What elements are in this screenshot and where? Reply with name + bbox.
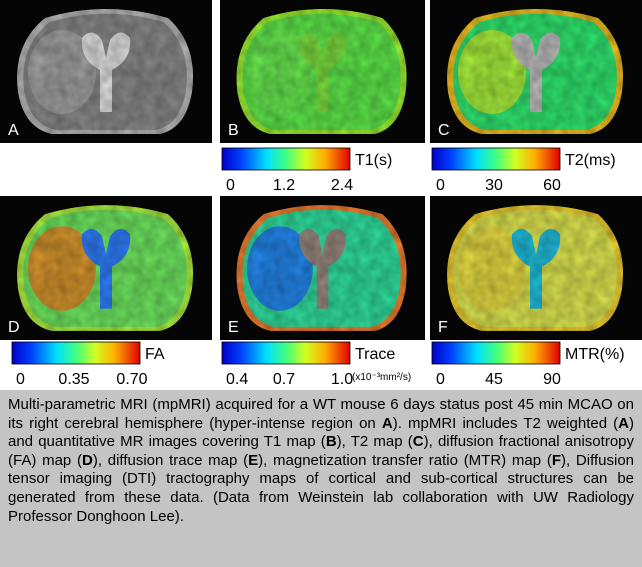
- colorbar-tick-label: 0.70: [116, 371, 147, 388]
- colorbar-title: T2(ms): [565, 152, 616, 169]
- panel-reference: E: [248, 451, 259, 469]
- panel-label: F: [438, 319, 448, 336]
- colorbar-tick-label: 0.4: [226, 371, 248, 388]
- colorbar-tick-label: 0: [436, 371, 445, 388]
- colorbar-tick-label: 0: [436, 177, 445, 194]
- panel-label: B: [228, 122, 239, 139]
- colorbar: MTR(%) 0 45 90: [431, 341, 625, 388]
- mri-panel: E: [220, 196, 425, 340]
- colorbar-tick-label: 0: [16, 371, 25, 388]
- caption-text: ), Diffusion tensor imaging (DTI) tracto…: [8, 451, 635, 525]
- colorbar: Trace (x10⁻³mm²/s) 0.4 0.7 1.0: [221, 341, 411, 388]
- colorbar: T2(ms) 0 30 60: [431, 147, 616, 194]
- panel-reference: A: [381, 414, 393, 432]
- panel-reference: A: [618, 414, 630, 432]
- colorbar: FA 0 0.35 0.70: [11, 341, 165, 388]
- colorbar-title: MTR(%): [565, 346, 625, 363]
- mri-panel: B: [220, 0, 425, 143]
- brain: [236, 9, 407, 134]
- colorbar-gradient: [11, 341, 141, 365]
- panel-label: C: [438, 122, 450, 139]
- panel-reference: D: [82, 451, 93, 469]
- texture: [236, 9, 407, 134]
- colorbar-gradient: [431, 341, 561, 365]
- mri-panel: D: [0, 196, 212, 340]
- panel-reference: B: [325, 433, 337, 451]
- mri-panel: A: [0, 0, 212, 143]
- colorbar-tick-label: 0.7: [273, 371, 295, 388]
- panel-label: D: [8, 319, 20, 336]
- colorbar: T1(s) 0 1.2 2.4: [221, 147, 392, 194]
- colorbar-gradient: [221, 147, 351, 171]
- caption-text: ), diffusion fractional anisotropy (FA) …: [8, 433, 634, 469]
- colorbar-title: T1(s): [355, 152, 392, 169]
- colorbar-unit: (x10⁻³mm²/s): [352, 372, 411, 383]
- brain: [17, 9, 194, 134]
- colorbar-tick-label: 1.2: [273, 177, 295, 194]
- texture: [447, 9, 623, 134]
- panel-label: E: [228, 319, 239, 336]
- colorbar-title: FA: [145, 346, 165, 363]
- caption-text: ). mpMRI includes T2 weighted (: [392, 414, 619, 432]
- brain: [236, 205, 407, 331]
- texture: [236, 205, 407, 331]
- panel-reference: C: [412, 433, 424, 451]
- colorbar-tick-label: 1.0: [331, 371, 353, 388]
- colorbar-tick-label: 30: [485, 177, 503, 194]
- colorbar-tick-label: 0.35: [58, 371, 89, 388]
- colorbar-tick-label: 0: [226, 177, 235, 194]
- caption-text: ) and quantitative MR images covering T1…: [8, 414, 635, 451]
- caption-text: Multi-parametric MRI (mpMRI) acquired fo…: [8, 396, 634, 432]
- texture: [17, 205, 194, 331]
- panel-reference: F: [551, 451, 562, 469]
- caption-text: ), T2 map (: [336, 433, 413, 451]
- caption: Multi-parametric MRI (mpMRI) acquired fo…: [0, 390, 642, 567]
- brain: [447, 9, 623, 134]
- caption-text: ), diffusion trace map (: [92, 451, 249, 469]
- brain: [447, 205, 623, 331]
- colorbar-tick-label: 2.4: [331, 177, 353, 194]
- colorbar-title: Trace: [355, 346, 395, 363]
- mri-panel: C: [430, 0, 642, 143]
- texture: [447, 205, 623, 331]
- caption-text: ), magnetization transfer ratio (MTR) ma…: [258, 451, 552, 469]
- colorbar-gradient: [431, 147, 561, 171]
- colorbar-tick-label: 45: [485, 371, 503, 388]
- colorbar-tick-label: 60: [543, 177, 561, 194]
- texture: [17, 9, 194, 134]
- panel-label: A: [8, 122, 19, 139]
- colorbar-gradient: [221, 341, 351, 365]
- colorbar-tick-label: 90: [543, 371, 561, 388]
- mri-panel: F: [430, 196, 642, 340]
- brain: [17, 205, 194, 331]
